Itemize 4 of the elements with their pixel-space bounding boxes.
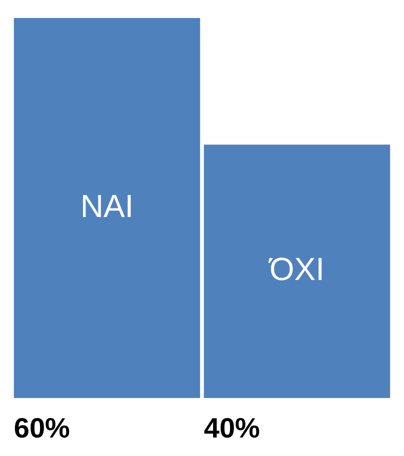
data-label: 40% [204, 412, 260, 444]
data-label: 60% [14, 412, 70, 444]
x-tick-label: ΝΑΙ [80, 188, 134, 224]
x-tick-label: ΌΧΙ [267, 251, 325, 288]
